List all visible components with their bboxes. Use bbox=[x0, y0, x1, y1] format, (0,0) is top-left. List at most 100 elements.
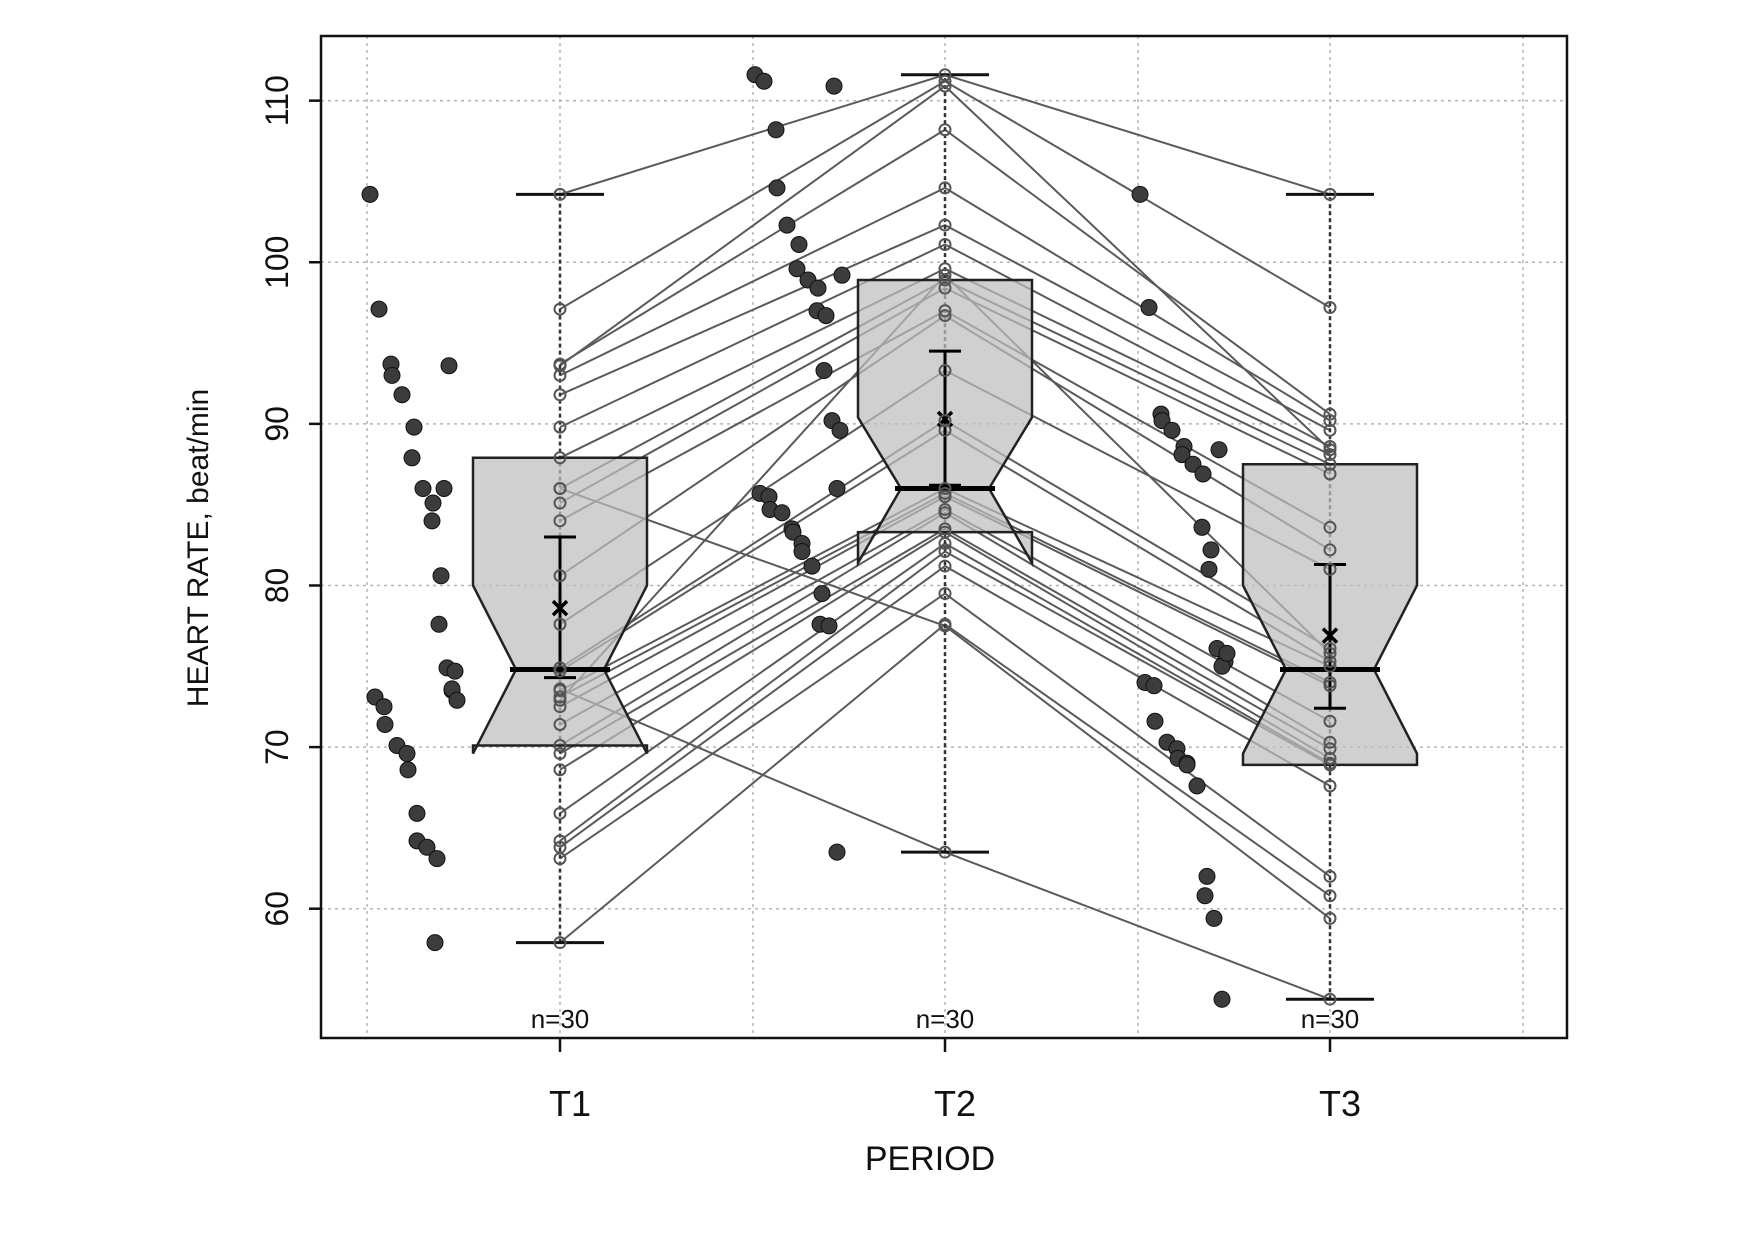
data-point-hollow bbox=[938, 181, 952, 195]
data-point-hollow bbox=[553, 187, 567, 201]
data-point-jitter bbox=[809, 279, 827, 297]
data-point-jitter bbox=[414, 480, 432, 498]
data-point-jitter bbox=[1200, 560, 1218, 578]
data-point-hollow bbox=[1323, 869, 1337, 883]
y-tick-label: 60 bbox=[259, 891, 295, 927]
data-point-hollow bbox=[1323, 562, 1337, 576]
data-point-hollow bbox=[553, 482, 567, 496]
data-point-jitter bbox=[828, 480, 846, 498]
data-point-hollow bbox=[1323, 414, 1337, 428]
x-tick-label: T2 bbox=[934, 1083, 976, 1124]
data-point-jitter bbox=[828, 843, 846, 861]
data-point-hollow bbox=[1323, 735, 1337, 749]
data-point-hollow bbox=[553, 747, 567, 761]
data-point-jitter bbox=[446, 662, 464, 680]
data-point-jitter bbox=[398, 745, 416, 763]
data-point-jitter bbox=[423, 512, 441, 530]
y-tick-label: 100 bbox=[259, 236, 295, 289]
data-point-jitter bbox=[1131, 185, 1149, 203]
data-point-hollow bbox=[1323, 742, 1337, 756]
data-point-jitter bbox=[399, 761, 417, 779]
data-point-hollow bbox=[553, 693, 567, 707]
data-point-jitter bbox=[803, 557, 821, 575]
x-tick-label: T3 bbox=[1319, 1083, 1361, 1124]
x-tick-label: T1 bbox=[549, 1083, 591, 1124]
data-point-jitter bbox=[424, 494, 442, 512]
data-point-jitter bbox=[1193, 518, 1211, 536]
data-point-hollow bbox=[938, 268, 952, 282]
points-layer bbox=[361, 66, 1337, 1008]
data-point-hollow bbox=[938, 237, 952, 251]
data-point-jitter bbox=[813, 585, 831, 603]
box-layer: n=30 n=30 n=30 bbox=[471, 73, 1419, 1034]
data-point-hollow bbox=[1323, 751, 1337, 765]
data-point-hollow bbox=[1323, 758, 1337, 772]
data-point-jitter bbox=[790, 235, 808, 253]
data-point-hollow bbox=[553, 388, 567, 402]
y-tick-label: 80 bbox=[259, 568, 295, 604]
data-point-jitter bbox=[1218, 644, 1236, 662]
data-point-hollow bbox=[1323, 646, 1337, 660]
data-point-jitter bbox=[426, 934, 444, 952]
data-point-hollow bbox=[938, 79, 952, 93]
data-point-hollow bbox=[553, 738, 567, 752]
data-point-hollow bbox=[1323, 301, 1337, 315]
y-tick-label: 110 bbox=[259, 75, 295, 126]
data-point-hollow bbox=[553, 496, 567, 510]
data-point-hollow bbox=[1323, 543, 1337, 557]
n-label: n=30 bbox=[531, 1004, 590, 1034]
data-point-jitter bbox=[768, 179, 786, 197]
paired-line bbox=[559, 564, 1331, 849]
data-point-jitter bbox=[376, 715, 394, 733]
data-point-hollow bbox=[938, 123, 952, 137]
data-point-jitter bbox=[393, 386, 411, 404]
data-point-jitter bbox=[405, 418, 423, 436]
n-label: n=30 bbox=[1301, 1004, 1360, 1034]
data-point-jitter bbox=[1146, 712, 1164, 730]
paired-line bbox=[559, 243, 1331, 448]
data-point-hollow bbox=[553, 617, 567, 631]
paired-line bbox=[559, 223, 1331, 432]
data-point-jitter bbox=[767, 121, 785, 139]
data-point-hollow bbox=[938, 304, 952, 318]
data-point-hollow bbox=[553, 852, 567, 866]
y-tick-label: 70 bbox=[259, 729, 295, 765]
data-point-hollow bbox=[938, 490, 952, 504]
data-point-hollow bbox=[938, 218, 952, 232]
data-point-hollow bbox=[938, 559, 952, 573]
data-point-hollow bbox=[553, 514, 567, 528]
data-point-hollow bbox=[1323, 714, 1337, 728]
data-point-hollow bbox=[553, 834, 567, 848]
data-point-jitter bbox=[430, 615, 448, 633]
data-point-jitter bbox=[1188, 777, 1206, 795]
y-tick-label: 90 bbox=[259, 406, 295, 442]
data-point-hollow bbox=[938, 845, 952, 859]
data-point-jitter bbox=[1205, 909, 1223, 927]
data-point-jitter bbox=[773, 504, 791, 522]
data-point-hollow bbox=[1323, 659, 1337, 673]
data-point-hollow bbox=[553, 420, 567, 434]
data-point-hollow bbox=[938, 273, 952, 287]
data-point-jitter bbox=[383, 366, 401, 384]
data-point-hollow bbox=[1323, 642, 1337, 656]
data-point-hollow bbox=[938, 536, 952, 550]
y-axis-label: HEART RATE, beat/min bbox=[182, 389, 215, 707]
data-point-jitter bbox=[1213, 990, 1231, 1008]
mean-marker bbox=[1321, 627, 1339, 644]
data-point-jitter bbox=[432, 567, 450, 585]
data-point-hollow bbox=[1323, 779, 1337, 793]
data-point-hollow bbox=[553, 451, 567, 465]
data-point-hollow bbox=[938, 309, 952, 323]
data-point-jitter bbox=[755, 72, 773, 90]
data-point-hollow bbox=[553, 359, 567, 373]
data-point-hollow bbox=[938, 281, 952, 295]
data-point-jitter bbox=[1202, 541, 1220, 559]
data-point-hollow bbox=[1323, 457, 1337, 471]
data-point-hollow bbox=[553, 664, 567, 678]
data-point-hollow bbox=[938, 364, 952, 378]
data-point-hollow bbox=[1323, 467, 1337, 481]
data-point-jitter bbox=[793, 543, 811, 561]
data-point-jitter bbox=[403, 449, 421, 467]
data-point-jitter bbox=[408, 804, 426, 822]
